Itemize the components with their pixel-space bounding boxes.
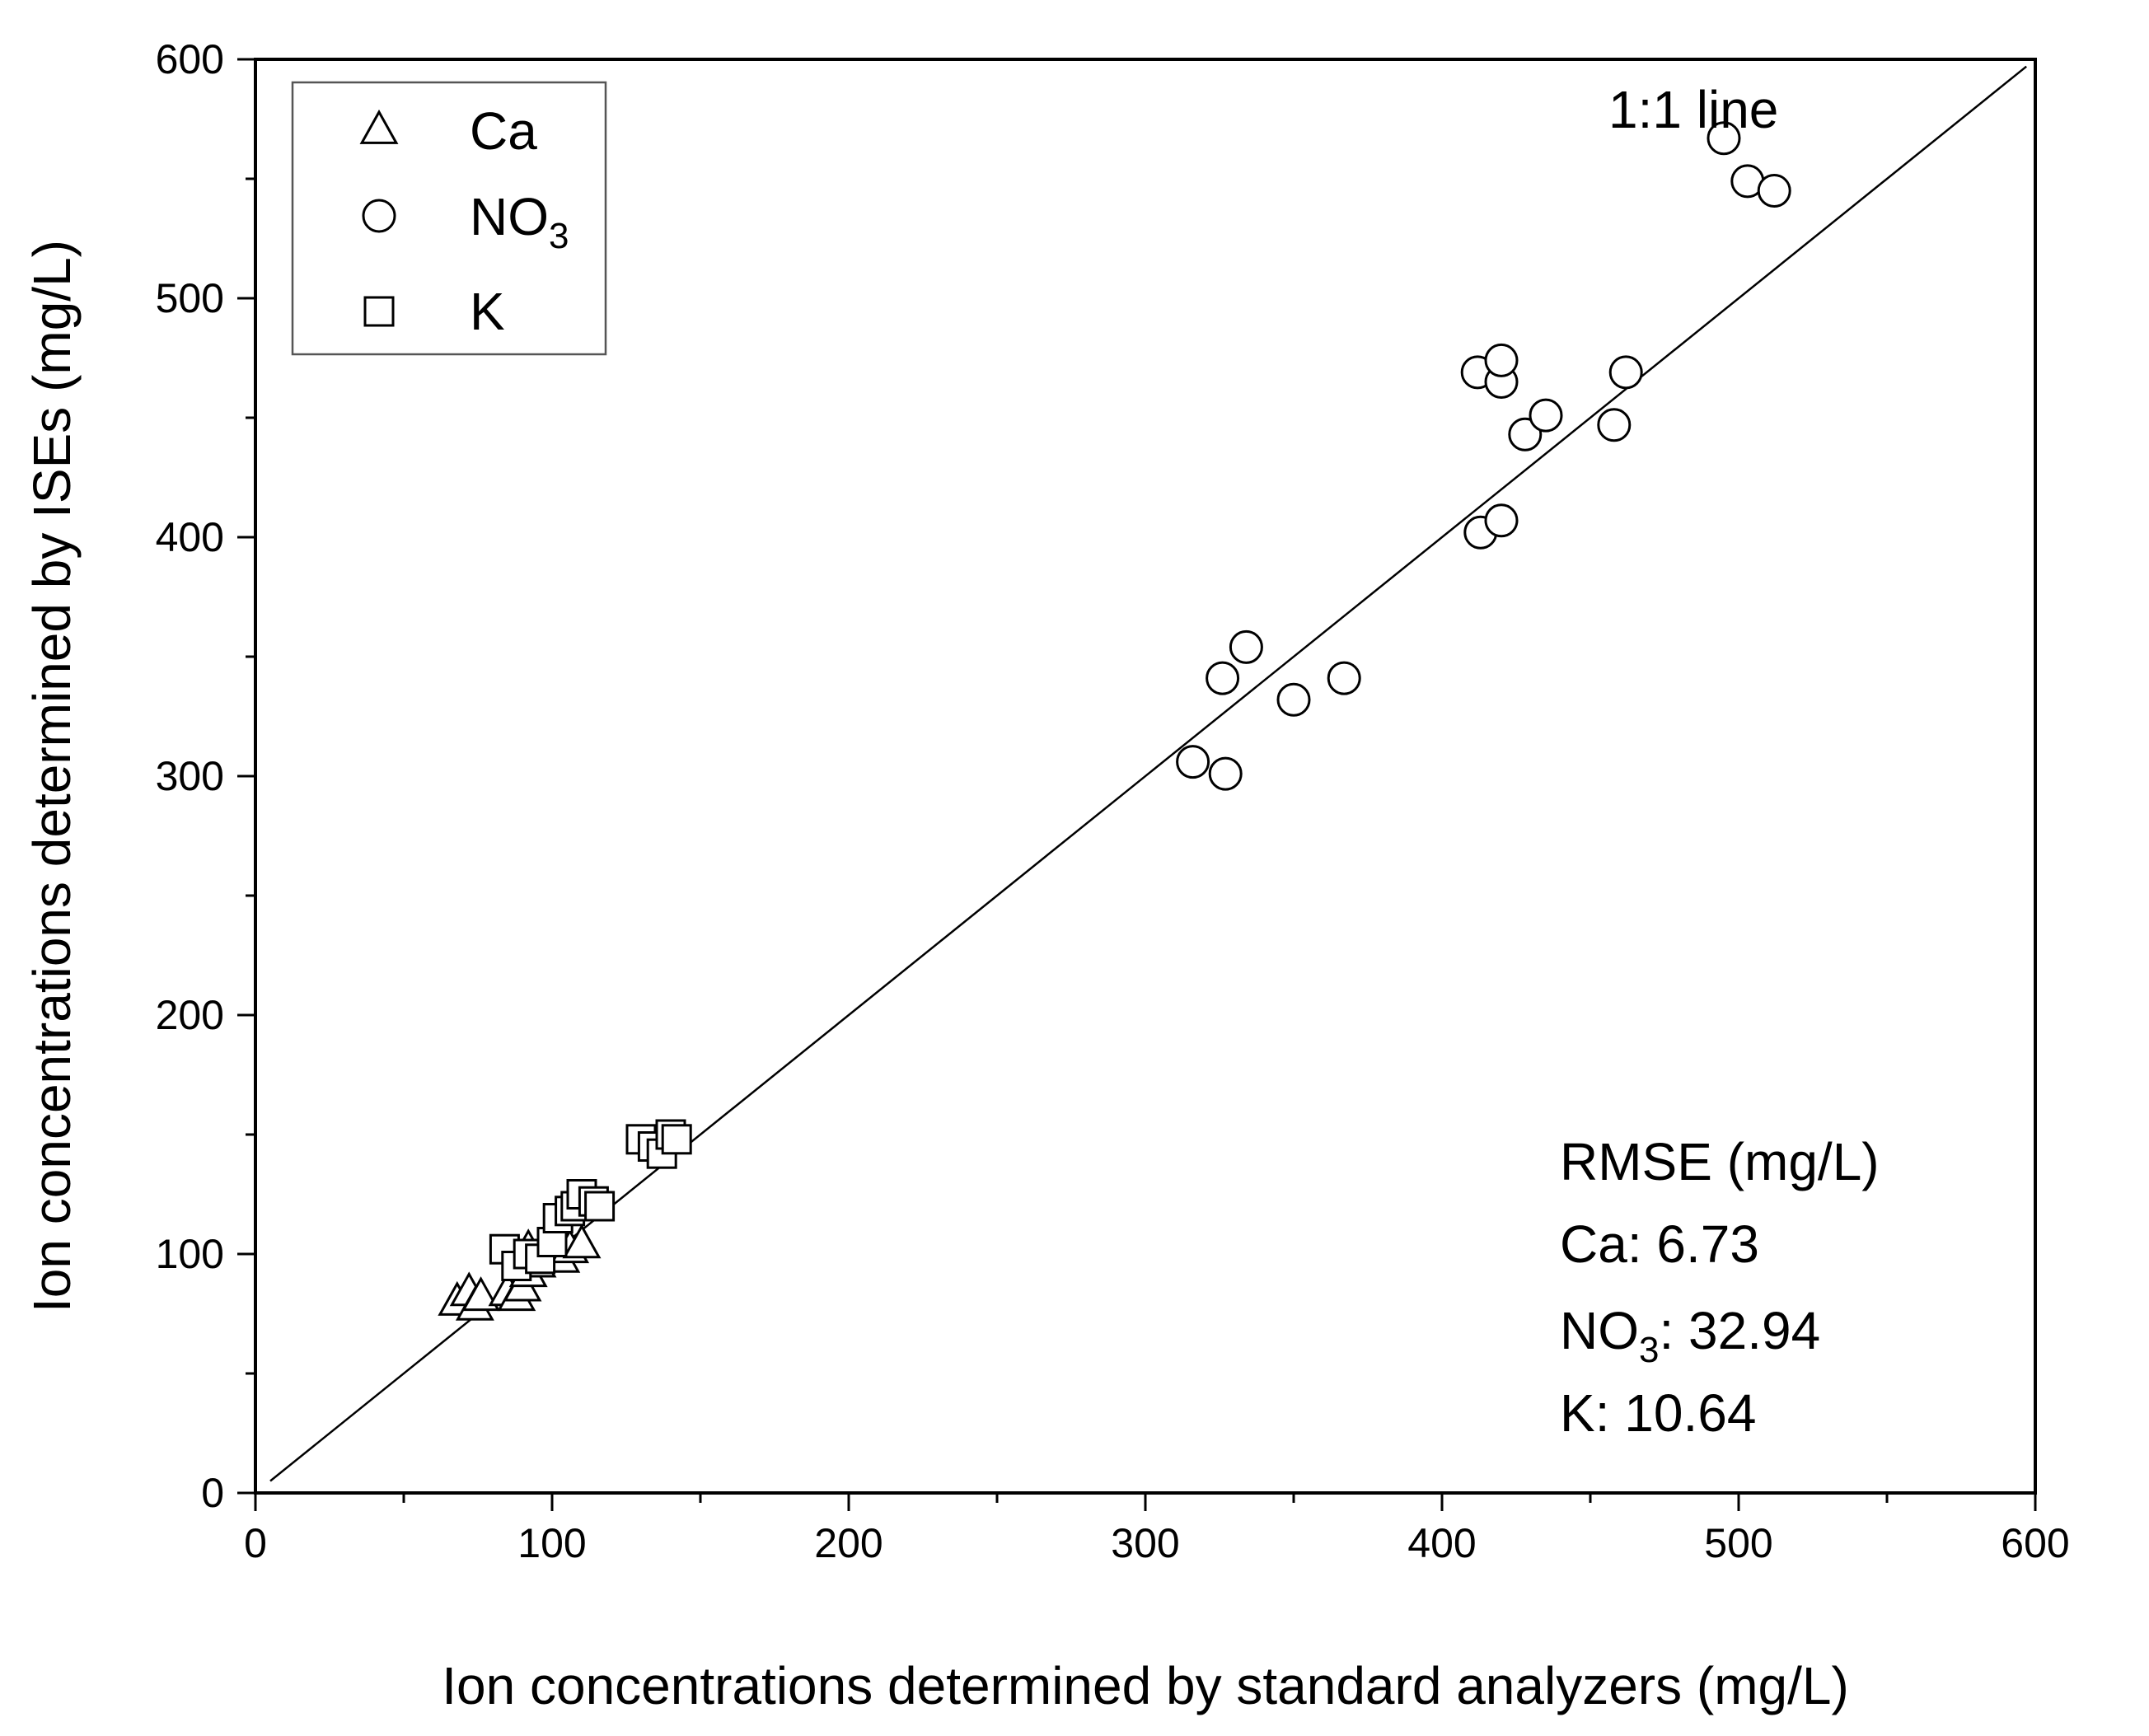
legend-marker-circle xyxy=(362,199,396,233)
x-tick-label: 100 xyxy=(517,1520,586,1566)
data-point-ca xyxy=(562,1224,602,1259)
rmse-no3-sub: 3 xyxy=(1639,1330,1659,1370)
legend-label-no3-sub: 3 xyxy=(549,216,569,256)
axis-tick-labels: 0 100 200 300 400 500 600 0 100 200 300 400 500 600 xyxy=(156,36,2070,1566)
data-point-no3 xyxy=(1508,417,1543,452)
y-tick-label: 400 xyxy=(156,514,224,560)
rmse-no3: NO3: 32.94 xyxy=(1560,1301,1820,1370)
data-point-no3 xyxy=(1707,121,1741,156)
rmse-k: K: 10.64 xyxy=(1560,1383,1756,1443)
rmse-no3-prefix: NO xyxy=(1560,1301,1639,1360)
data-point-no3 xyxy=(1597,408,1632,442)
data-point-no3 xyxy=(1206,661,1240,695)
data-point-no3 xyxy=(1229,629,1263,664)
data-points xyxy=(438,121,1791,1321)
data-point-no3 xyxy=(1757,174,1791,208)
x-tick-label: 500 xyxy=(1704,1520,1772,1566)
legend: Ca NO3 K xyxy=(291,81,607,356)
data-point-no3 xyxy=(1484,343,1519,377)
y-tick-label: 100 xyxy=(156,1231,224,1277)
rmse-k-value: : 10.64 xyxy=(1595,1383,1757,1443)
rmse-k-prefix: K xyxy=(1560,1383,1595,1443)
data-point-no3 xyxy=(1208,756,1243,791)
x-tick-label: 0 xyxy=(244,1520,267,1566)
data-point-k xyxy=(584,1191,616,1222)
rmse-ca: Ca: 6.73 xyxy=(1560,1214,1759,1274)
y-tick-label: 0 xyxy=(201,1470,224,1516)
data-point-no3 xyxy=(1276,682,1311,717)
y-axis-title: Ion concentrations determined by ISEs (m… xyxy=(22,240,82,1313)
legend-box xyxy=(291,81,607,356)
data-point-ca xyxy=(461,1276,501,1312)
legend-label-ca: Ca xyxy=(470,101,537,161)
data-point-no3 xyxy=(1608,355,1643,390)
legend-label-no3: NO3 xyxy=(470,187,569,256)
rmse-stats: RMSE (mg/L) Ca: 6.73 NO3: 32.94 K: 10.64 xyxy=(1560,1132,1880,1443)
data-point-no3 xyxy=(1529,398,1563,433)
y-tick-label: 300 xyxy=(156,753,224,799)
data-point-no3 xyxy=(1327,661,1361,695)
x-tick-label: 300 xyxy=(1111,1520,1179,1566)
rmse-title: RMSE (mg/L) xyxy=(1560,1132,1880,1191)
x-axis-title: Ion concentrations determined by standar… xyxy=(442,1656,1849,1715)
x-tick-label: 200 xyxy=(814,1520,883,1566)
data-point-k xyxy=(661,1124,692,1155)
legend-markers xyxy=(359,109,399,327)
x-tick-label: 400 xyxy=(1407,1520,1476,1566)
reference-line-label: 1:1 line xyxy=(1608,80,1778,139)
y-tick-label: 500 xyxy=(156,275,224,321)
legend-label-k: K xyxy=(470,282,505,341)
legend-marker-triangle xyxy=(359,109,399,144)
y-tick-label: 600 xyxy=(156,36,224,82)
rmse-no3-value: : 32.94 xyxy=(1659,1301,1820,1360)
rmse-ca-value: : 6.73 xyxy=(1627,1214,1759,1274)
rmse-ca-prefix: Ca xyxy=(1560,1214,1627,1274)
axis-ticks xyxy=(237,58,2037,1511)
y-tick-label: 200 xyxy=(156,992,224,1038)
legend-marker-square xyxy=(363,296,395,327)
data-point-no3 xyxy=(1484,503,1519,538)
data-point-no3 xyxy=(1176,745,1210,779)
legend-label-no3-main: NO xyxy=(470,187,549,246)
x-tick-label: 600 xyxy=(2001,1520,2069,1566)
